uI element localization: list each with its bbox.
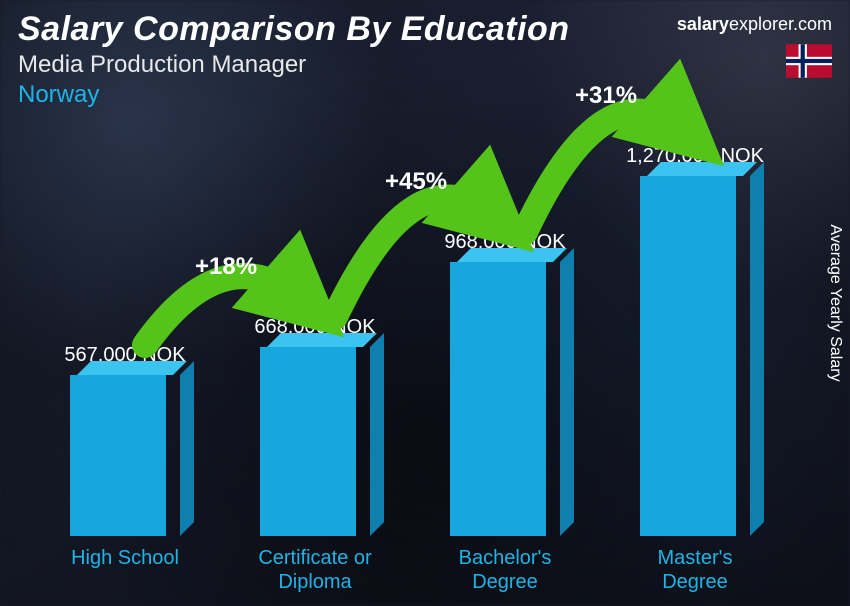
bar-top-face — [267, 333, 377, 347]
bar-top-face — [457, 248, 567, 262]
y-axis-label: Average Yearly Salary — [826, 224, 844, 381]
bar-front-face — [70, 375, 166, 536]
category-label: Bachelor's Degree — [415, 546, 595, 594]
bar-top-face — [77, 361, 187, 375]
bar-front-face — [260, 347, 356, 536]
bar-front-face — [450, 262, 546, 536]
chart-subtitle: Media Production Manager — [18, 51, 832, 79]
brand-watermark: salaryexplorer.com — [677, 14, 832, 35]
bar-group: 668,000 NOK — [225, 316, 405, 536]
bar-side-face — [750, 162, 764, 536]
bar-side-face — [560, 248, 574, 536]
bar-group: 1,270,000 NOK — [605, 145, 785, 536]
bar — [450, 262, 560, 536]
bar — [260, 347, 370, 536]
category-label: High School — [35, 546, 215, 594]
bar-front-face — [640, 176, 736, 536]
increase-pct-label: +45% — [385, 168, 447, 196]
bar-side-face — [370, 333, 384, 536]
bar-chart: 567,000 NOK668,000 NOK968,000 NOK1,270,0… — [30, 140, 790, 536]
brand-bold: salary — [677, 14, 729, 34]
brand-rest: explorer.com — [729, 14, 832, 34]
chart-country: Norway — [18, 81, 832, 109]
flag-icon — [786, 44, 832, 78]
category-label: Master's Degree — [605, 546, 785, 594]
category-label: Certificate or Diploma — [225, 546, 405, 594]
bar-group: 567,000 NOK — [35, 344, 215, 536]
bar — [70, 375, 180, 536]
category-labels: High SchoolCertificate or DiplomaBachelo… — [30, 546, 790, 594]
bar — [640, 176, 750, 536]
bar-top-face — [647, 162, 757, 176]
bar-group: 968,000 NOK — [415, 231, 595, 536]
bar-side-face — [180, 361, 194, 536]
increase-pct-label: +18% — [195, 253, 257, 281]
